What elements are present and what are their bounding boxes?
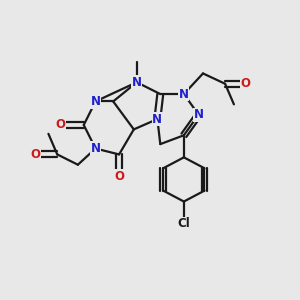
Text: O: O (241, 77, 251, 90)
Text: N: N (179, 88, 189, 100)
Text: N: N (194, 108, 204, 121)
Text: N: N (91, 95, 100, 108)
Text: N: N (91, 142, 100, 155)
Text: O: O (114, 170, 124, 183)
Text: O: O (30, 148, 40, 161)
Text: N: N (152, 112, 162, 126)
Text: O: O (55, 118, 65, 131)
Text: Cl: Cl (178, 217, 190, 230)
Text: N: N (132, 76, 142, 89)
